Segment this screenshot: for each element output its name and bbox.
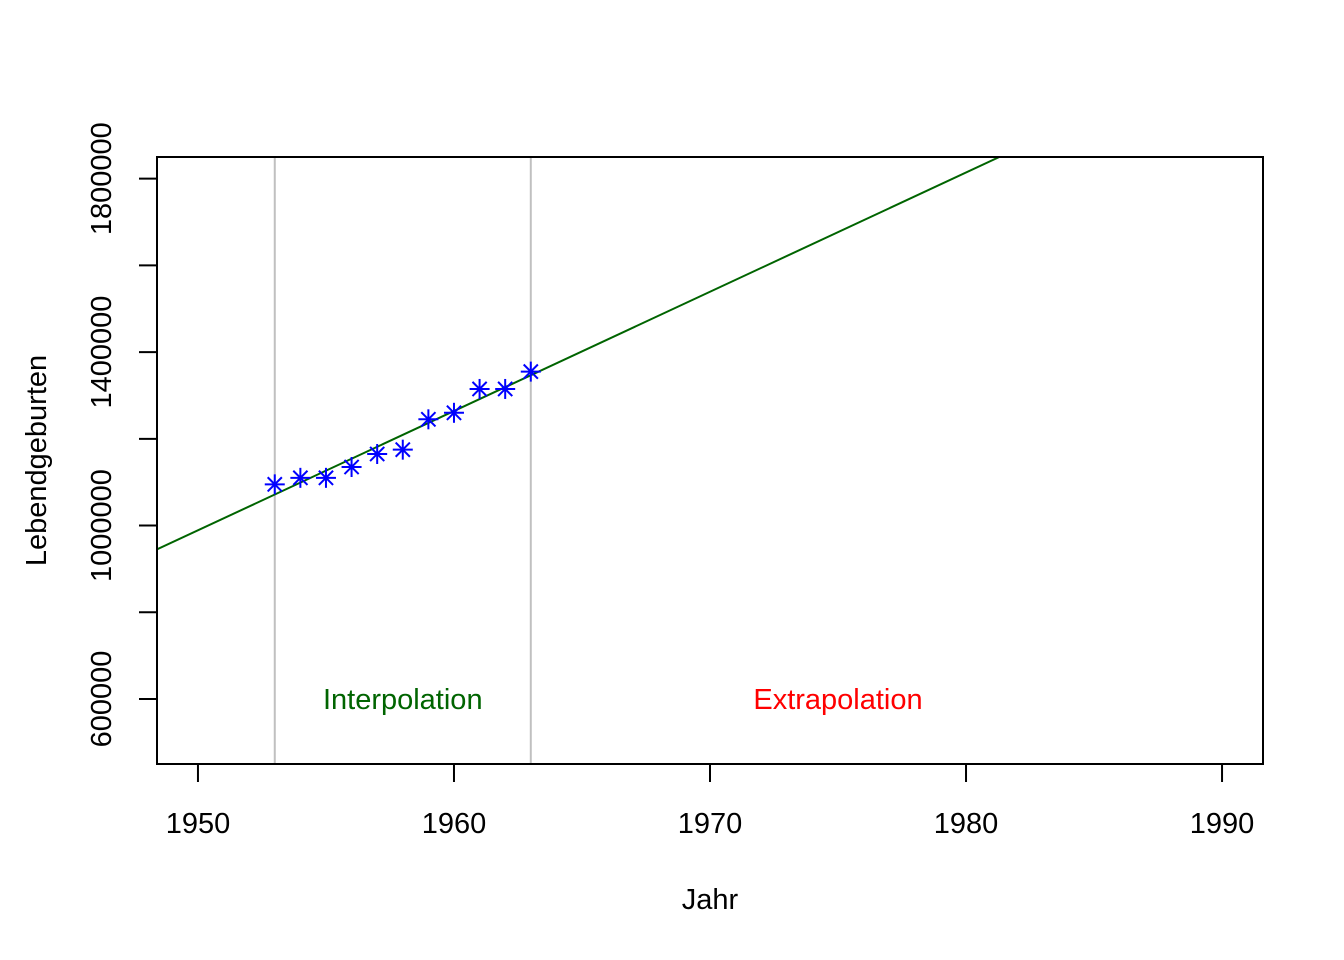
y-tick-label: 1000000 (86, 469, 118, 582)
data-point (443, 402, 464, 423)
data-point (290, 467, 311, 488)
region-divider-lines (273, 157, 532, 764)
data-point (264, 474, 285, 495)
data-point (392, 439, 413, 460)
x-tick-label: 1980 (934, 808, 999, 840)
regression-line-layer (157, 157, 1000, 551)
data-point (418, 409, 439, 430)
x-tick-label: 1950 (166, 808, 231, 840)
x-axis-title: Jahr (682, 884, 739, 916)
y-tick-label: 600000 (86, 651, 118, 748)
y-tick-label: 1400000 (86, 296, 118, 409)
annotation-extrapolation: Extrapolation (753, 684, 922, 716)
data-point (469, 378, 490, 399)
y-tick-label: 1800000 (86, 122, 118, 235)
x-tick-label: 1960 (422, 808, 487, 840)
x-tick-label: 1990 (1190, 808, 1255, 840)
annotation-interpolation: Interpolation (323, 684, 483, 716)
plot-frame (156, 156, 1264, 765)
regression-line (157, 157, 1000, 551)
data-point (495, 378, 516, 399)
data-points (264, 361, 541, 495)
region-annotations: Interpolation Extrapolation (323, 684, 923, 716)
data-point (341, 457, 362, 478)
x-axis: 1950 1960 1970 1980 1990 (166, 763, 1255, 840)
x-tick-label: 1970 (678, 808, 743, 840)
data-point (315, 467, 336, 488)
data-point (367, 443, 388, 464)
y-axis-title: Lebendgeburten (21, 355, 53, 566)
y-axis: 600000 1000000 1400000 1800000 (86, 122, 158, 748)
data-point (520, 361, 541, 382)
